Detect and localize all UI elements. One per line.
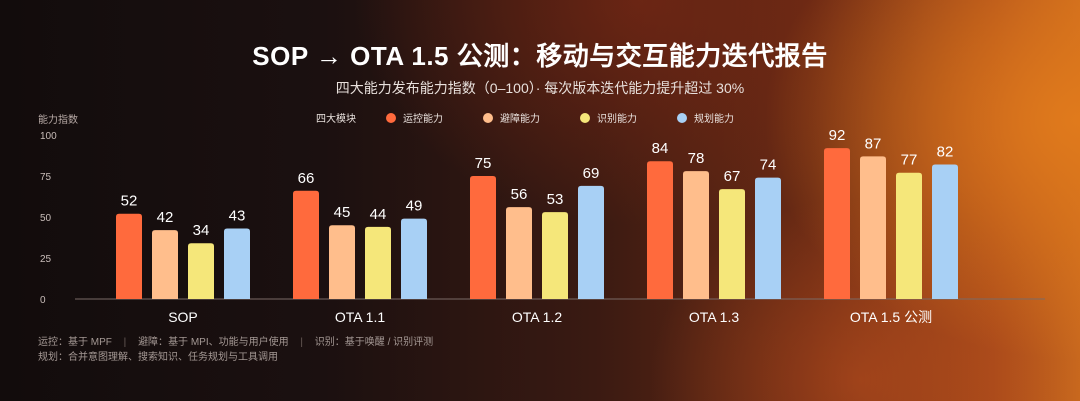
bar	[188, 243, 214, 299]
bar-value-label: 92	[829, 127, 846, 144]
bar	[860, 156, 886, 299]
bar	[152, 230, 178, 299]
bar-value-label: 44	[370, 206, 387, 223]
bar	[542, 212, 568, 299]
footnote-avoidance: 避障：基于 MPI、功能与用户使用	[138, 337, 289, 348]
x-tick-label: OTA 1.3	[689, 309, 740, 325]
bar	[506, 207, 532, 299]
bar	[719, 189, 745, 299]
bar	[401, 218, 427, 299]
bar-value-label: 43	[229, 207, 246, 224]
bar-value-label: 56	[511, 186, 528, 203]
bar	[224, 228, 250, 299]
legend-swatch-recognition	[580, 112, 590, 123]
bar-value-label: 78	[688, 150, 705, 167]
bar	[365, 226, 391, 299]
legend-item-motion: 运控能力	[386, 110, 443, 125]
chart-subtitle: 四大能力发布能力指数（0–100）· 每次版本迭代能力提升超过 30%	[335, 80, 745, 96]
y-tick-label: 50	[40, 213, 52, 224]
bar-value-label: 42	[157, 209, 174, 226]
bar-value-label: 53	[547, 191, 564, 208]
bar-value-label: 74	[760, 157, 777, 174]
bar-value-label: 75	[475, 155, 492, 172]
legend-label-motion: 运控能力	[403, 114, 443, 125]
bar-value-label: 82	[937, 144, 954, 161]
footer-notes-line-1: 运控：基于 MPF | 避障：基于 MPI、功能与用户使用 | 识别：基于唤醒 …	[38, 333, 433, 348]
bar-value-label: 87	[865, 135, 882, 152]
bar-value-label: 45	[334, 204, 351, 221]
legend-swatch-motion	[386, 112, 396, 123]
y-tick-label: 25	[40, 254, 52, 265]
bar	[293, 190, 319, 299]
legend-item-avoidance: 避障能力	[483, 110, 540, 125]
bar	[932, 164, 958, 299]
bar	[896, 172, 922, 299]
bar-value-label: 77	[901, 152, 918, 169]
footnote-recognition: 识别：基于唤醒 / 识别评测	[314, 337, 434, 348]
footnote-planning: 规划：合并意图理解、搜索知识、任务规划与工具调用	[38, 352, 278, 363]
legend-label-planning: 规划能力	[694, 114, 734, 125]
bar-value-label: 34	[193, 222, 210, 239]
bar	[647, 161, 673, 299]
footnote-separator: |	[300, 337, 304, 348]
x-tick-label: OTA 1.1	[335, 309, 386, 325]
legend-item-recognition: 识别能力	[580, 110, 637, 125]
bar-value-label: 66	[298, 170, 315, 187]
bar	[578, 185, 604, 299]
bar-value-label: 84	[652, 140, 669, 157]
footnote-separator: |	[123, 337, 127, 348]
x-tick-label: OTA 1.2	[512, 309, 563, 325]
legend-swatch-planning	[677, 112, 687, 123]
bar	[470, 176, 496, 299]
bar-value-label: 52	[121, 193, 138, 210]
bar-value-label: 49	[406, 198, 423, 215]
bar-value-label: 67	[724, 168, 741, 185]
chart-title: SOP → OTA 1.5 公测：移动与交互能力迭代报告	[252, 41, 828, 71]
legend-label-recognition: 识别能力	[597, 114, 637, 125]
bar	[329, 225, 355, 299]
y-tick-label: 100	[40, 131, 57, 142]
legend: 四大模块 运控能力 避障能力 识别能力 规划能力	[316, 110, 774, 125]
legend-swatch-avoidance	[483, 112, 493, 123]
bar-value-label: 69	[583, 165, 600, 182]
legend-item-planning: 规划能力	[677, 110, 734, 125]
bar	[116, 213, 142, 299]
legend-label-avoidance: 避障能力	[500, 114, 540, 125]
x-tick-label: SOP	[168, 309, 198, 325]
footer-notes-line-2: 规划：合并意图理解、搜索知识、任务规划与工具调用	[38, 348, 278, 363]
legend-title: 四大模块	[316, 114, 356, 125]
bar	[755, 177, 781, 299]
bar	[824, 148, 850, 299]
bar	[683, 171, 709, 299]
x-tick-label: OTA 1.5 公测	[850, 309, 932, 325]
y-tick-label: 0	[40, 295, 46, 306]
y-tick-label: 75	[40, 172, 52, 183]
y-axis-label: 能力指数	[38, 115, 78, 126]
footnote-motion: 运控：基于 MPF	[38, 337, 112, 348]
